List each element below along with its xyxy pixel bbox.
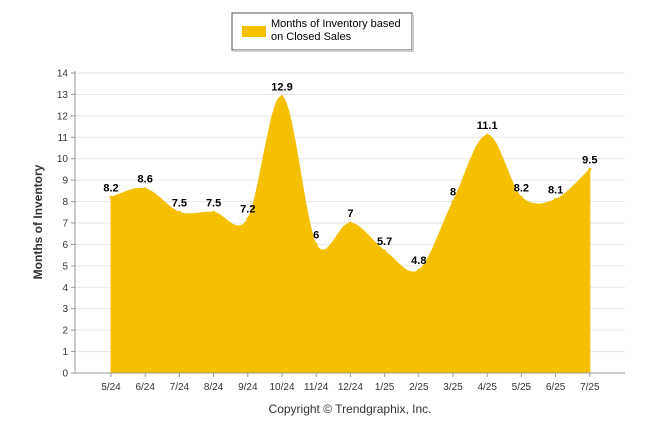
data-label: 4.8 (411, 255, 426, 267)
data-label: 8.2 (514, 182, 529, 194)
y-tick-label: 6 (62, 240, 68, 251)
x-tick-label: 2/25 (409, 382, 429, 393)
data-label: 8.6 (138, 174, 153, 186)
x-tick-labels: 5/24 6/24 7/24 8/24 9/24 10/24 11/24 12/24 1/25 2… (101, 382, 600, 393)
x-tick-label: 12/24 (338, 382, 363, 393)
y-tick-label: 14 (57, 69, 69, 80)
data-point (417, 268, 421, 272)
data-point (212, 210, 216, 214)
y-tick-label: 8 (62, 197, 68, 208)
x-tick-label: 6/24 (135, 382, 155, 393)
data-point (588, 167, 592, 171)
y-tick-label: 1 (62, 347, 68, 358)
x-tick-label: 5/25 (512, 382, 532, 393)
data-label: 7.2 (240, 204, 255, 216)
data-point (314, 242, 318, 246)
data-point (348, 221, 352, 225)
x-tick-label: 1/25 (375, 382, 395, 393)
legend-shadow-right (412, 15, 414, 52)
y-tick-label: 13 (57, 90, 69, 101)
data-label: 8 (450, 187, 456, 199)
legend-box (231, 12, 413, 51)
legend-label-line-2: on Closed Sales (271, 31, 352, 43)
data-labels: 8.2 8.6 7.5 7.5 7.2 12.9 6 7 5.7 4.8 8 11.1 8.2 8.1 9.… (103, 82, 597, 268)
data-point (485, 133, 489, 137)
data-label: 8.2 (103, 182, 118, 194)
x-tick-label: 7/25 (580, 382, 600, 393)
y-tick-label: 9 (62, 176, 68, 187)
y-axis-title: Months of Inventory (31, 164, 45, 279)
y-tick-label: 12 (57, 111, 69, 122)
y-tick-label: 3 (62, 304, 68, 315)
data-label: 7.5 (172, 197, 187, 209)
legend-swatch (242, 26, 266, 37)
legend-label-line-1: Months of Inventory based (271, 18, 401, 30)
x-tick-label: 7/24 (170, 382, 190, 393)
data-point (519, 195, 523, 199)
data-label: 9.5 (582, 154, 597, 166)
data-point (177, 210, 181, 214)
x-tick-label: 5/24 (101, 382, 121, 393)
y-tick-label: 0 (62, 369, 68, 380)
data-point (280, 95, 284, 99)
data-label: 8.1 (548, 184, 563, 196)
data-point (109, 195, 113, 199)
y-tick-label: 5 (62, 261, 68, 272)
y-tick-label: 11 (58, 133, 69, 144)
legend: Months of Inventory based on Closed Sale… (231, 12, 414, 52)
x-tick-label: 6/25 (546, 382, 566, 393)
axes (71, 71, 625, 377)
area-fill (110, 96, 591, 374)
data-label: 12.9 (271, 82, 292, 94)
x-tick-label: 4/25 (477, 382, 497, 393)
y-tick-label: 10 (57, 154, 69, 165)
data-point (143, 187, 147, 191)
x-tick-label: 8/24 (204, 382, 224, 393)
y-tick-label: 7 (62, 219, 68, 230)
copyright-credit: Copyright © Trendgraphix, Inc. (269, 402, 432, 416)
data-label: 5.7 (377, 236, 392, 248)
legend-shadow-bottom (234, 50, 414, 52)
x-tick-label: 11/24 (304, 382, 329, 393)
data-point (383, 249, 387, 253)
data-point (554, 197, 558, 201)
y-tick-label: 2 (62, 326, 68, 337)
data-label: 7.5 (206, 197, 221, 209)
data-label: 6 (313, 229, 319, 241)
data-point (451, 200, 455, 204)
x-tick-label: 10/24 (269, 382, 294, 393)
data-label: 7 (347, 208, 353, 220)
data-label: 11.1 (477, 120, 498, 132)
y-tick-label: 4 (62, 283, 68, 294)
data-point (246, 217, 250, 221)
x-tick-label: 9/24 (238, 382, 258, 393)
x-tick-label: 3/25 (443, 382, 463, 393)
area-series (109, 95, 592, 374)
